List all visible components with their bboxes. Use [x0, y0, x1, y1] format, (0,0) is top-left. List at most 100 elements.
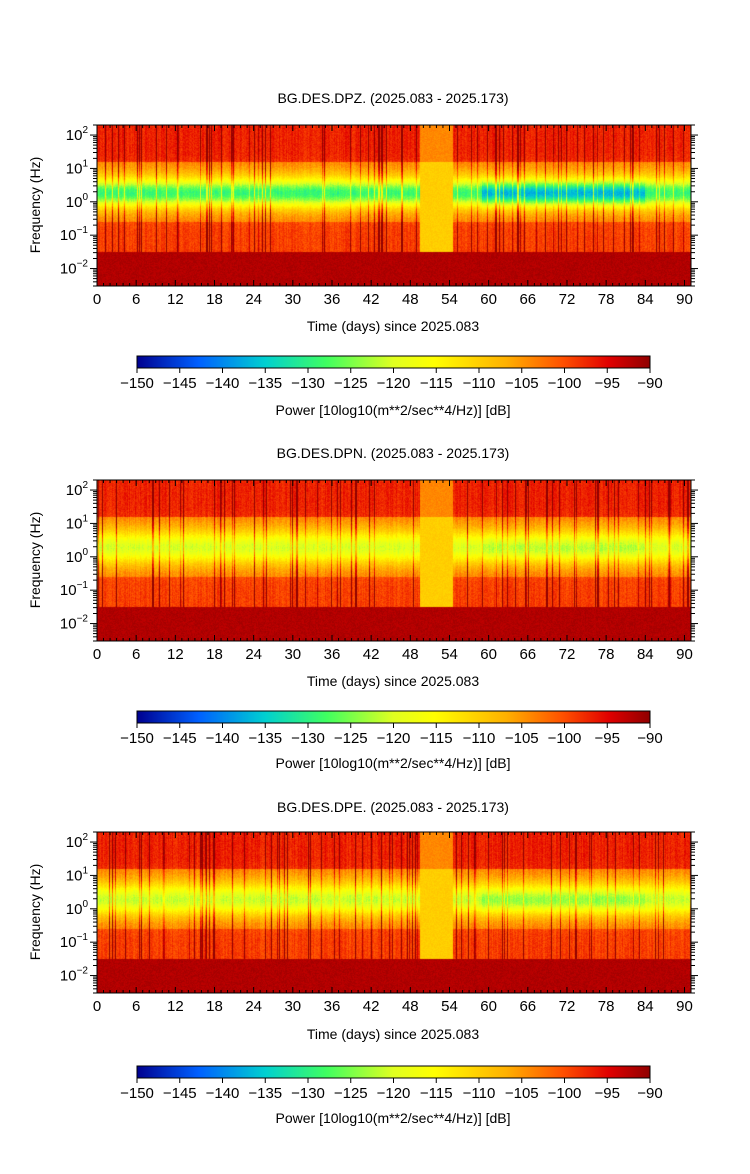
colorbar [136, 355, 651, 369]
y-tick-label: 100 [66, 899, 89, 918]
colorbar-tick-label: −115 [420, 730, 453, 747]
colorbar-label: Power [10log10(m**2/sec**4/Hz)] [dB] [276, 402, 511, 418]
y-axis-ticks: 102 101 100 10−1 10−2 [60, 479, 698, 642]
colorbar-tick-label: −115 [420, 1085, 453, 1102]
y-tick-label: 10−2 [60, 259, 89, 278]
colorbar-tick-label: −145 [163, 375, 197, 392]
spectrogram-panel-dpn: BG.DES.DPN. (2025.083 - 2025.173) 102 101… [27, 445, 698, 771]
colorbar-tick-label: −110 [463, 730, 496, 747]
colorbar-tick-label: −90 [637, 1085, 662, 1102]
x-tick-label: 78 [598, 998, 615, 1015]
colorbar-tick-label: −105 [505, 730, 539, 747]
y-tick-label: 100 [66, 547, 89, 566]
colorbar-tick-label: −140 [206, 375, 240, 392]
colorbar-ticks: −150 −145 −140 −135 −130 −125 −120 −115 −110 −105… [120, 1078, 663, 1102]
colorbar-tick-label: −150 [120, 375, 154, 392]
x-tick-label: 30 [284, 646, 301, 663]
colorbar-tick-label: −120 [377, 375, 411, 392]
x-tick-label: 24 [245, 998, 262, 1015]
colorbar-label: Power [10log10(m**2/sec**4/Hz)] [dB] [276, 755, 511, 771]
colorbar-tick-label: −135 [248, 1085, 282, 1102]
colorbar-tick-label: −95 [595, 375, 620, 392]
x-tick-label: 90 [676, 291, 693, 308]
y-tick-label: 100 [66, 192, 89, 211]
x-tick-label: 36 [324, 998, 341, 1015]
colorbar-tick-label: −150 [120, 1085, 154, 1102]
colorbar-tick-label: −100 [548, 730, 582, 747]
y-tick-label: 101 [66, 865, 89, 884]
colorbar-ticks: −150 −145 −140 −135 −130 −125 −120 −115 −110 −105… [120, 368, 663, 392]
x-tick-label: 6 [132, 998, 140, 1015]
spectrogram-heatmap [97, 125, 691, 286]
x-tick-label: 72 [559, 291, 576, 308]
x-axis-ticks: 0 6 12 18 24 30 36 42 48 54 60 66 72 78 84 90 [93, 480, 693, 663]
colorbar-tick-label: −135 [248, 375, 282, 392]
colorbar-ticks: −150 −145 −140 −135 −130 −125 −120 −115 −110 −105… [120, 723, 663, 747]
x-tick-label: 42 [363, 646, 380, 663]
colorbar-tick-label: −95 [595, 730, 620, 747]
x-tick-label: 30 [284, 291, 301, 308]
x-axis-label: Time (days) since 2025.083 [307, 673, 479, 689]
colorbar-tick-label: −125 [334, 375, 368, 392]
chart-title: BG.DES.DPZ. (2025.083 - 2025.173) [277, 90, 508, 106]
colorbar-label: Power [10log10(m**2/sec**4/Hz)] [dB] [276, 1110, 511, 1126]
y-tick-label: 10−1 [60, 580, 89, 599]
x-tick-label: 60 [480, 291, 497, 308]
y-axis-ticks: 102 101 100 10−1 10−2 [60, 831, 698, 994]
chart-title: BG.DES.DPN. (2025.083 - 2025.173) [277, 445, 510, 461]
x-axis-label: Time (days) since 2025.083 [307, 1026, 479, 1042]
x-axis-label: Time (days) since 2025.083 [307, 318, 479, 334]
x-tick-label: 78 [598, 291, 615, 308]
spectrogram-heatmap [97, 832, 691, 993]
colorbar-tick-label: −145 [163, 1085, 197, 1102]
colorbar [136, 710, 651, 724]
x-tick-label: 66 [519, 291, 536, 308]
colorbar-tick-label: −140 [206, 730, 240, 747]
colorbar-tick-label: −90 [637, 730, 662, 747]
x-tick-label: 72 [559, 998, 576, 1015]
x-tick-label: 24 [245, 291, 262, 308]
x-tick-label: 78 [598, 646, 615, 663]
colorbar-tick-label: −95 [595, 1085, 620, 1102]
colorbar-tick-label: −150 [120, 730, 154, 747]
x-tick-label: 90 [676, 998, 693, 1015]
x-tick-label: 42 [363, 998, 380, 1015]
x-tick-label: 42 [363, 291, 380, 308]
x-tick-label: 6 [132, 646, 140, 663]
x-tick-label: 30 [284, 998, 301, 1015]
x-tick-label: 48 [402, 646, 419, 663]
x-tick-label: 48 [402, 291, 419, 308]
colorbar-tick-label: −115 [420, 375, 453, 392]
x-tick-label: 66 [519, 998, 536, 1015]
x-tick-label: 54 [441, 998, 458, 1015]
colorbar-tick-label: −125 [334, 730, 368, 747]
colorbar-tick-label: −110 [463, 375, 496, 392]
x-axis-ticks: 0 6 12 18 24 30 36 42 48 54 60 66 72 78 84 90 [93, 832, 693, 1015]
x-tick-label: 54 [441, 646, 458, 663]
x-tick-label: 12 [167, 291, 184, 308]
colorbar-tick-label: −125 [334, 1085, 368, 1102]
x-tick-label: 0 [93, 998, 101, 1015]
colorbar-tick-label: −130 [291, 375, 325, 392]
x-tick-label: 12 [167, 998, 184, 1015]
x-tick-label: 18 [206, 998, 223, 1015]
y-tick-label: 10−2 [60, 966, 89, 985]
y-tick-label: 102 [66, 480, 89, 499]
x-tick-label: 84 [637, 998, 654, 1015]
x-tick-label: 36 [324, 646, 341, 663]
colorbar-tick-label: −135 [248, 730, 282, 747]
x-tick-label: 6 [132, 291, 140, 308]
chart-title: BG.DES.DPE. (2025.083 - 2025.173) [277, 799, 509, 815]
y-tick-label: 10−1 [60, 932, 89, 951]
colorbar-tick-label: −100 [548, 375, 582, 392]
colorbar-tick-label: −110 [463, 1085, 496, 1102]
x-tick-label: 0 [93, 291, 101, 308]
colorbar-tick-label: −145 [163, 730, 197, 747]
colorbar-tick-label: −140 [206, 1085, 240, 1102]
colorbar-tick-label: −120 [377, 730, 411, 747]
x-tick-label: 90 [676, 646, 693, 663]
x-axis-ticks: 0 6 12 18 24 30 36 42 48 54 60 66 72 78 84 90 [93, 125, 693, 308]
y-tick-label: 10−2 [60, 614, 89, 633]
y-axis-label: Frequency (Hz) [27, 157, 43, 253]
spectrogram-panel-dpe: BG.DES.DPE. (2025.083 - 2025.173) 102 101… [27, 799, 698, 1126]
